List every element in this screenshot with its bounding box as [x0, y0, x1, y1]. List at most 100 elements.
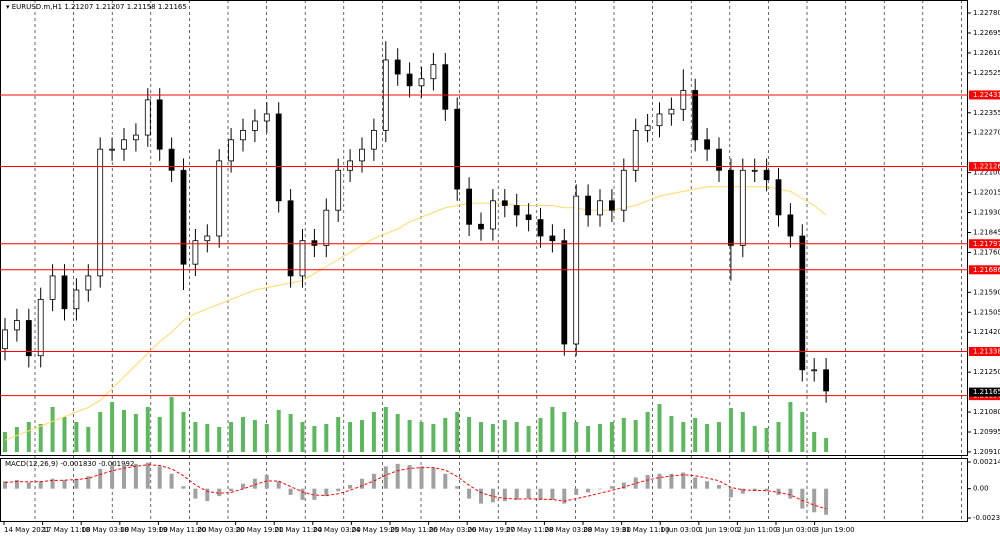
macd-bar: [110, 465, 115, 489]
volume-bar: [50, 407, 55, 452]
macd-bar: [122, 463, 126, 489]
candle-body: [263, 113, 270, 122]
volume-bar: [145, 407, 150, 452]
candle-body: [644, 125, 651, 131]
x-tick-label: 1 Jun 03:00: [660, 526, 700, 534]
volume-bar: [86, 427, 91, 452]
volume-bar: [800, 412, 805, 452]
x-tick-label: 25 May 11:00: [390, 526, 438, 534]
y-tick-label: 1.21250: [973, 368, 1000, 376]
macd-bar: [86, 476, 91, 489]
volume-bar: [574, 422, 579, 452]
candle-body: [168, 148, 175, 171]
quote: 1.21207 1.21207 1.21158 1.21165: [64, 3, 186, 11]
candle-body: [680, 90, 687, 110]
y-tick-label: 1.21760: [973, 248, 1000, 256]
y-tick-label: 1.21505: [973, 308, 1000, 316]
y-tick-label: 1.21590: [973, 288, 1000, 296]
macd-bar: [776, 488, 781, 495]
candle-body: [73, 289, 80, 310]
macd-bar: [764, 488, 769, 492]
volume-bar: [169, 397, 174, 452]
macd-bar: [300, 488, 305, 500]
candle-body: [49, 275, 56, 300]
volume-bar: [526, 426, 531, 452]
candle-body: [632, 129, 639, 171]
candle-body: [609, 200, 615, 211]
y-tick-label: 1.21845: [973, 228, 1000, 236]
volume-bar: [728, 408, 733, 452]
symbol-text: EURUSD.m,H1: [12, 3, 62, 11]
macd-bar: [62, 479, 67, 489]
x-tick-label: 19 May 11:00: [158, 526, 206, 534]
candle-body: [716, 148, 722, 171]
macd-bar: [14, 479, 19, 489]
x-tick-label: 18 May 03:00: [81, 526, 129, 534]
candle-body: [739, 169, 746, 246]
candle-body: [585, 195, 591, 216]
candle-body: [656, 113, 663, 127]
candle-body: [775, 179, 782, 216]
x-tick-label: 2 Jun 11:00: [737, 526, 777, 534]
level-tag: [969, 265, 1000, 275]
x-tick-label: 21 May 11:00: [274, 526, 322, 534]
volume-bar: [681, 422, 686, 452]
x-tick-label: 14 May 2021: [4, 526, 50, 534]
volume-bar: [241, 417, 245, 452]
candle-body: [513, 205, 520, 216]
candle-body: [132, 134, 139, 141]
macd-bar: [50, 478, 55, 489]
symbol: ▾ EURUSD.m,H1 1.21207 1.21207 1.21158 1.…: [6, 3, 187, 11]
volume-bar: [312, 426, 317, 452]
macd-bar: [133, 463, 138, 489]
candle-body: [287, 200, 294, 277]
volume-bar: [14, 427, 19, 452]
macd-bar: [538, 488, 543, 500]
candle-body: [668, 108, 675, 115]
volume-bar: [586, 426, 591, 452]
candle-body: [156, 99, 163, 150]
volume-bar: [181, 412, 186, 452]
x-tick-label: 26 May 03:00: [429, 526, 477, 534]
macd-bar: [574, 488, 579, 495]
macd-bar: [252, 478, 257, 489]
y-tick-label: 1.22695: [973, 29, 1000, 37]
macd-bar: [788, 488, 793, 499]
macd-bar: [205, 488, 210, 502]
macd-bar: [26, 482, 31, 489]
candle-body: [811, 369, 818, 372]
x-tick-label: 28 May 19:00: [583, 526, 631, 534]
candle-body: [823, 369, 829, 392]
macd-bar: [169, 473, 174, 489]
macd-bar: [431, 467, 436, 489]
macd-bar: [740, 488, 745, 494]
x-tick-label: 28 May 03:00: [544, 526, 592, 534]
volume-bar: [443, 418, 448, 452]
macd-bar: [550, 488, 555, 500]
level-label: 1.22431: [973, 91, 1000, 99]
level-label: 1.22126: [973, 163, 1000, 171]
level-tag: [969, 162, 1000, 172]
y-tick-label: 1.22270: [973, 129, 1000, 137]
macd-bar: [241, 483, 245, 489]
volume-bar: [538, 418, 543, 452]
macd-bar: [479, 488, 483, 504]
x-tick-label: 27 May 11:00: [506, 526, 554, 534]
macd-bar: [681, 472, 686, 489]
x-tick-label: 31 May 11:00: [622, 526, 670, 534]
candle-body: [489, 200, 496, 230]
volume-bar: [122, 410, 126, 452]
volume-bar: [490, 424, 495, 452]
x-tick-label: 18 May 19:00: [120, 526, 168, 534]
volume-bar: [740, 412, 745, 452]
macd-bar: [621, 482, 626, 489]
candle-body: [406, 73, 413, 87]
candle-body: [192, 240, 199, 265]
candle-body: [394, 59, 401, 75]
y-tick-label: 1.22780: [973, 9, 1000, 17]
volume-bar: [157, 417, 162, 452]
volume-bar: [455, 412, 460, 452]
volume-bar: [360, 420, 364, 452]
volume-bar: [324, 424, 329, 452]
